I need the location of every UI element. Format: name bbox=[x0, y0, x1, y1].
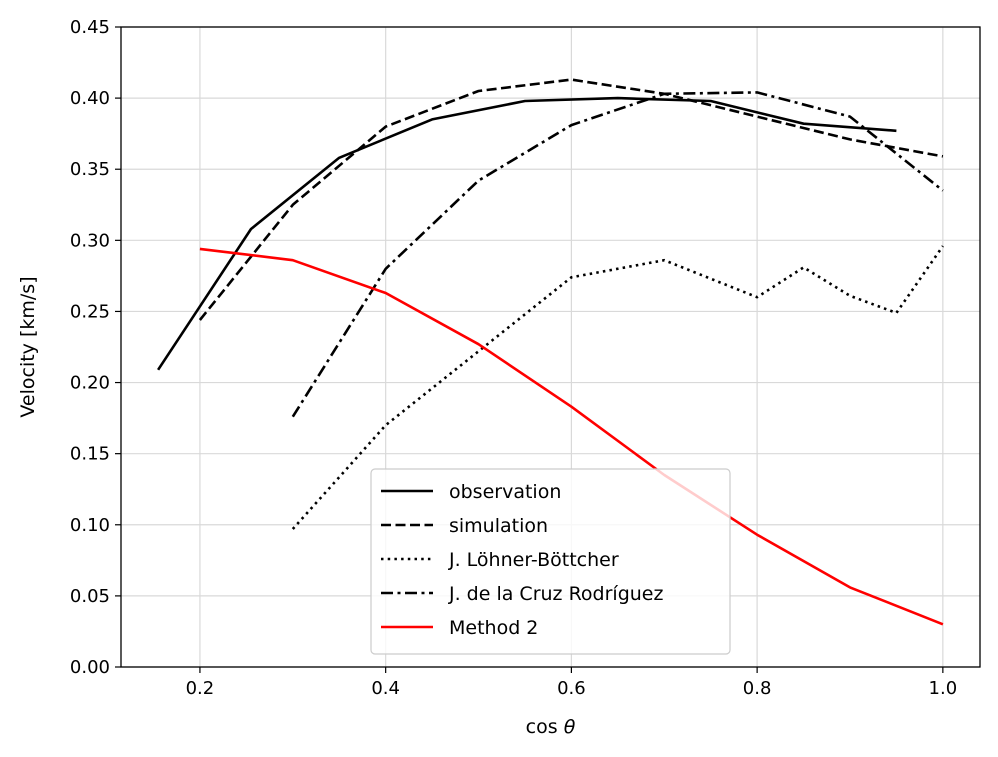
legend-label: Method 2 bbox=[449, 617, 538, 639]
y-axis-label: Velocity [km/s] bbox=[17, 276, 39, 417]
legend-entries: observation simulation J. Löhner-Böttcher J… bbox=[381, 481, 663, 639]
series-line-2 bbox=[291, 245, 944, 530]
y-tick-label: 0.05 bbox=[70, 586, 110, 607]
axis-ticks: 0.2 0.4 0.6 0.8 1.0 0.00 0.05 0.10 0.15 0.20 0.25 0… bbox=[70, 17, 957, 699]
x-tick-label: 0.2 bbox=[186, 678, 215, 699]
legend-label: J. Löhner-Böttcher bbox=[448, 549, 619, 571]
legend-label: observation bbox=[449, 481, 561, 503]
series-lines bbox=[157, 78, 944, 626]
y-tick-label: 0.15 bbox=[70, 444, 110, 465]
x-tick-label: 0.6 bbox=[557, 678, 586, 699]
series-line-3 bbox=[291, 91, 944, 418]
y-tick-label: 0.30 bbox=[70, 230, 110, 251]
x-axis-label: cos θ bbox=[526, 716, 576, 738]
x-tick-label: 0.4 bbox=[371, 678, 400, 699]
plot-frame bbox=[120, 26, 981, 668]
series-line-0 bbox=[157, 96, 897, 371]
legend: observation simulation J. Löhner-Böttcher J… bbox=[370, 468, 731, 655]
y-tick-label: 0.40 bbox=[70, 88, 110, 109]
x-tick-label: 1.0 bbox=[929, 678, 958, 699]
y-tick-label: 0.20 bbox=[70, 373, 110, 394]
y-tick-label: 0.45 bbox=[70, 17, 110, 38]
y-tick-label: 0.25 bbox=[70, 301, 110, 322]
x-axis-label-prefix: cos bbox=[526, 716, 564, 738]
y-tick-label: 0.35 bbox=[70, 159, 110, 180]
y-tick-label: 0.10 bbox=[70, 515, 110, 536]
legend-box bbox=[370, 468, 731, 655]
series-line-4 bbox=[199, 247, 944, 626]
series-line-1 bbox=[198, 78, 944, 321]
y-tick-label: 0.00 bbox=[70, 657, 110, 678]
x-axis-label-symbol: θ bbox=[564, 716, 576, 738]
legend-label: J. de la Cruz Rodríguez bbox=[448, 583, 663, 605]
legend-label: simulation bbox=[449, 515, 548, 537]
x-tick-label: 0.8 bbox=[743, 678, 772, 699]
